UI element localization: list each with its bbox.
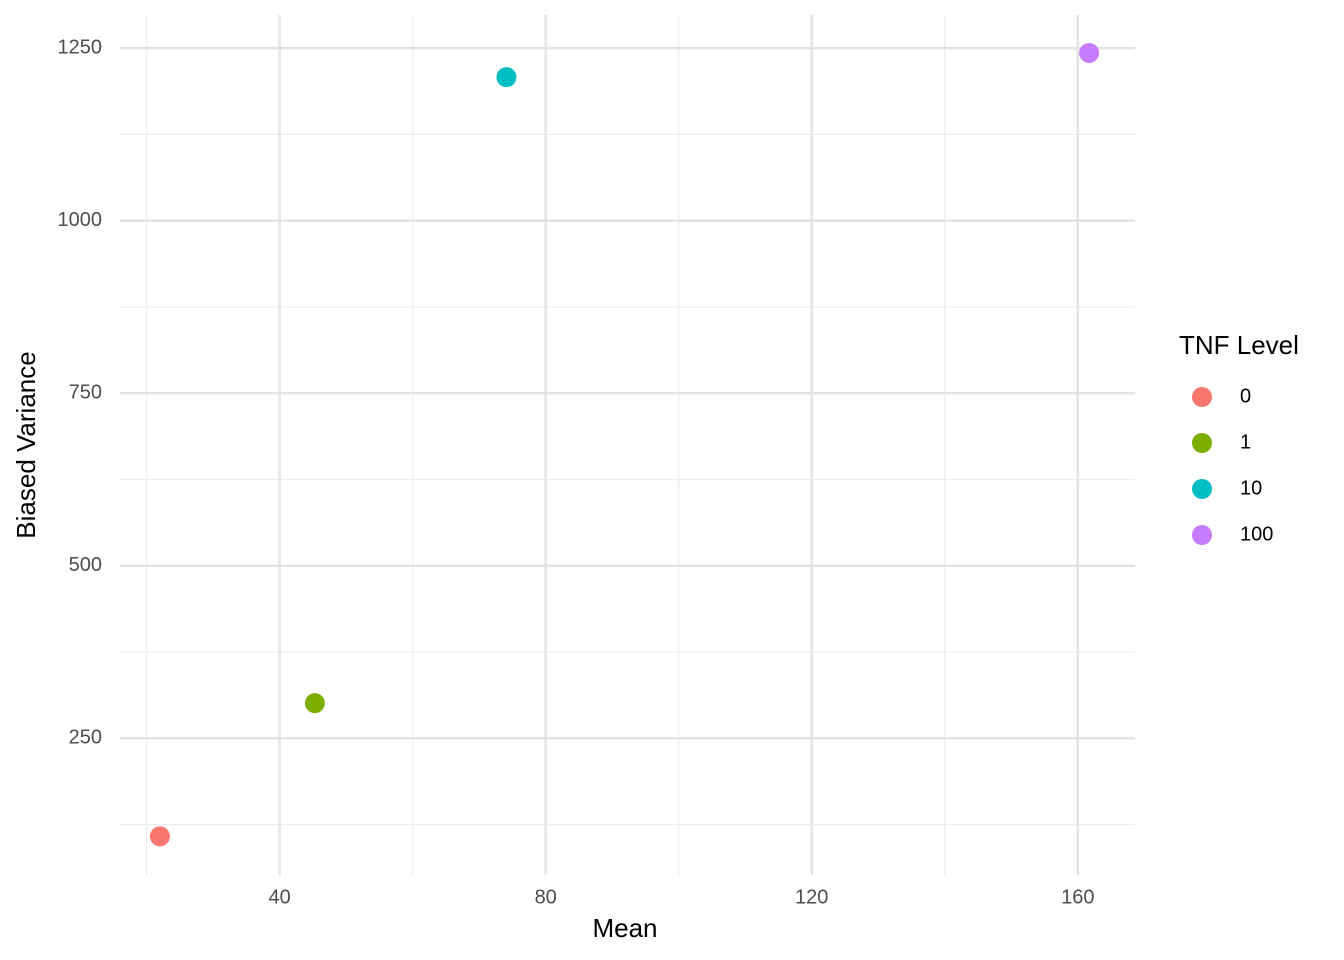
x-tick-label: 120 — [795, 886, 828, 908]
x-axis-title: Mean — [592, 913, 657, 943]
legend-key — [1192, 479, 1212, 499]
point — [304, 693, 325, 714]
point — [1079, 42, 1100, 63]
point — [496, 67, 517, 88]
y-tick-label: 750 — [69, 382, 102, 404]
y-tick-label: 250 — [69, 727, 102, 749]
legend-label: 100 — [1240, 523, 1273, 545]
y-axis-title: Biased Variance — [11, 351, 41, 538]
legend-key — [1192, 387, 1212, 407]
y-tick-label: 500 — [69, 554, 102, 576]
legend-title: TNF Level — [1179, 330, 1299, 360]
x-tick-label: 80 — [535, 886, 557, 908]
legend-label: 10 — [1240, 477, 1262, 499]
legend-label: 1 — [1240, 431, 1251, 453]
legend-label: 0 — [1240, 385, 1251, 407]
y-tick-label: 1000 — [58, 209, 103, 231]
legend-key — [1192, 525, 1212, 545]
x-tick-label: 40 — [269, 886, 291, 908]
point — [149, 826, 170, 847]
legend-key — [1192, 433, 1212, 453]
y-tick-label: 1250 — [58, 36, 103, 58]
x-tick-label: 160 — [1061, 886, 1094, 908]
